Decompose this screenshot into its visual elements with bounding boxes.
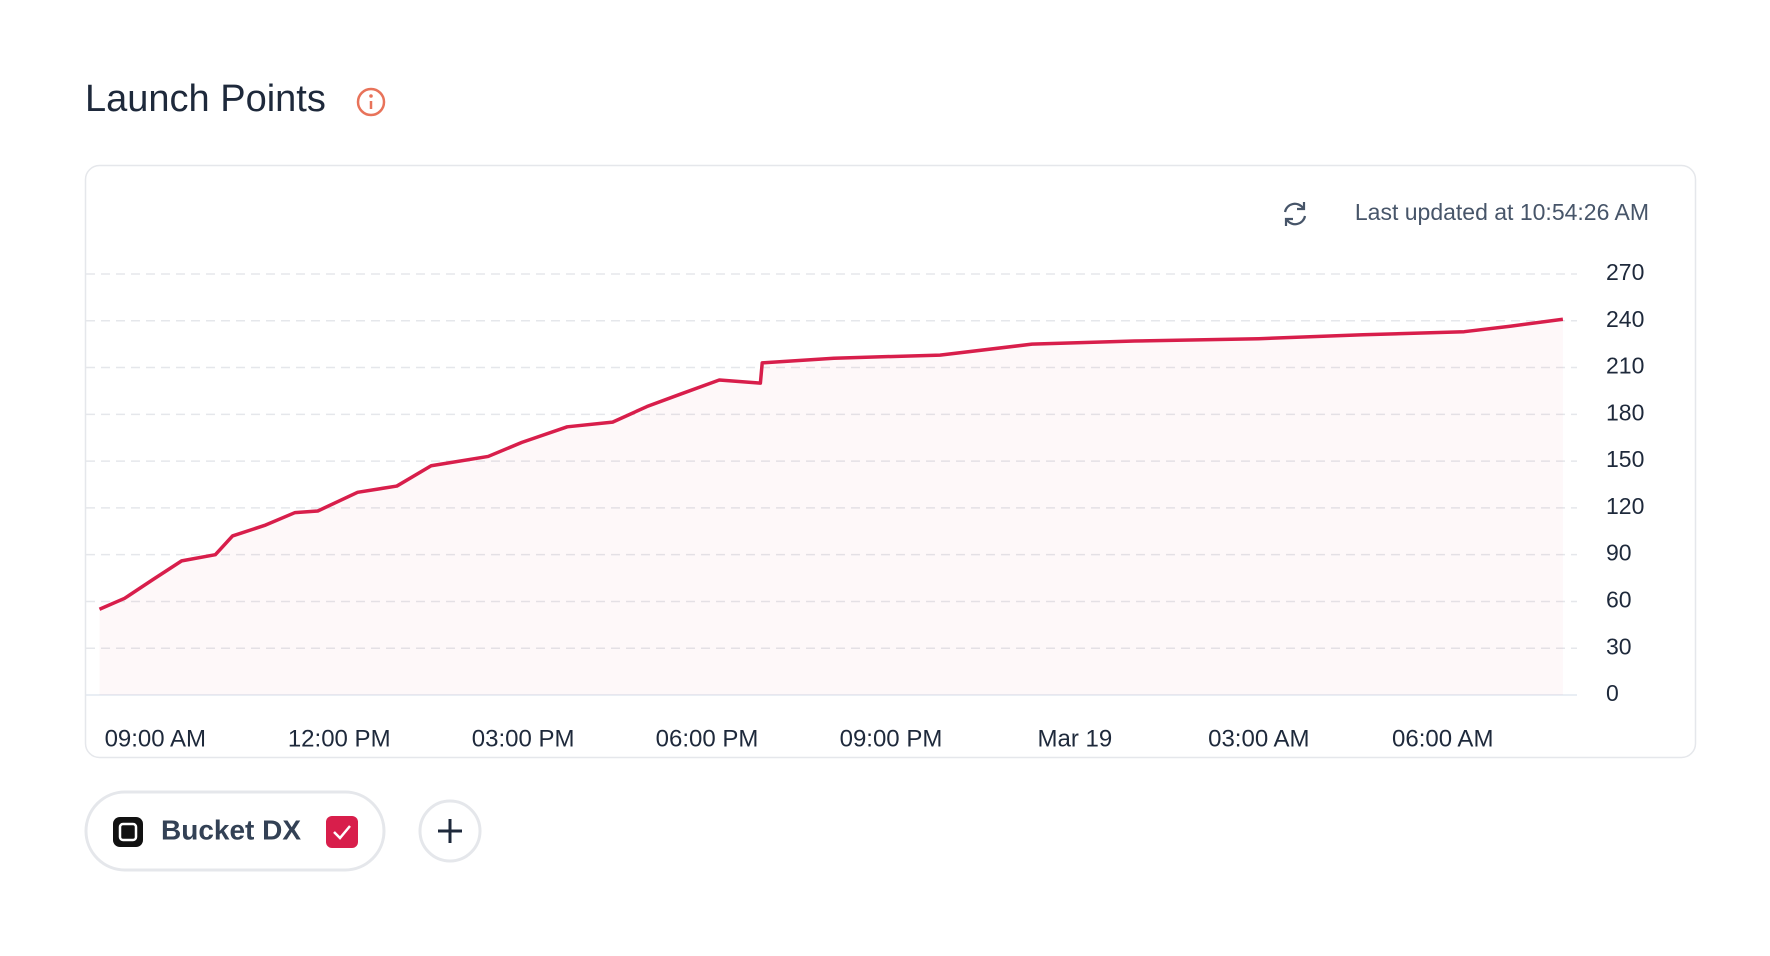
x-tick-label: 03:00 PM [472,725,575,752]
x-tick-label: 06:00 AM [1392,725,1493,752]
info-icon[interactable] [356,87,386,117]
y-tick-label: 210 [1606,353,1644,379]
plus [438,819,462,843]
x-tick-label: Mar 19 [1038,725,1113,752]
legend-chip[interactable] [84,790,386,872]
check [333,825,351,840]
bucket-icon-inner [118,822,138,842]
bucket-icon [113,817,143,847]
y-tick-label: 150 [1606,446,1644,472]
legend-label: Bucket DX [161,814,301,845]
y-tick-label: 120 [1606,493,1644,519]
x-tick-label: 06:00 PM [656,725,759,752]
y-tick-label: 30 [1606,633,1632,659]
legend-checkbox[interactable] [326,816,358,848]
title: Launch Points [85,78,326,120]
x-tick-label: 09:00 PM [840,725,943,752]
refresh-icon[interactable] [1283,202,1307,226]
x-tick-label: 09:00 AM [105,725,206,752]
y-tick-label: 270 [1606,259,1644,285]
x-tick-label: 03:00 AM [1208,725,1309,752]
y-tick-label: 0 [1606,680,1619,706]
card [84,164,1697,759]
y-tick-label: 90 [1606,540,1632,566]
y-tick-label: 180 [1606,399,1644,425]
x-tick-label: 12:00 PM [288,725,391,752]
y-tick-label: 240 [1606,306,1644,332]
line [98,317,1564,611]
y-tick-label: 60 [1606,587,1632,613]
last-updated: Last updated at 10:54:26 AM [1355,199,1649,225]
